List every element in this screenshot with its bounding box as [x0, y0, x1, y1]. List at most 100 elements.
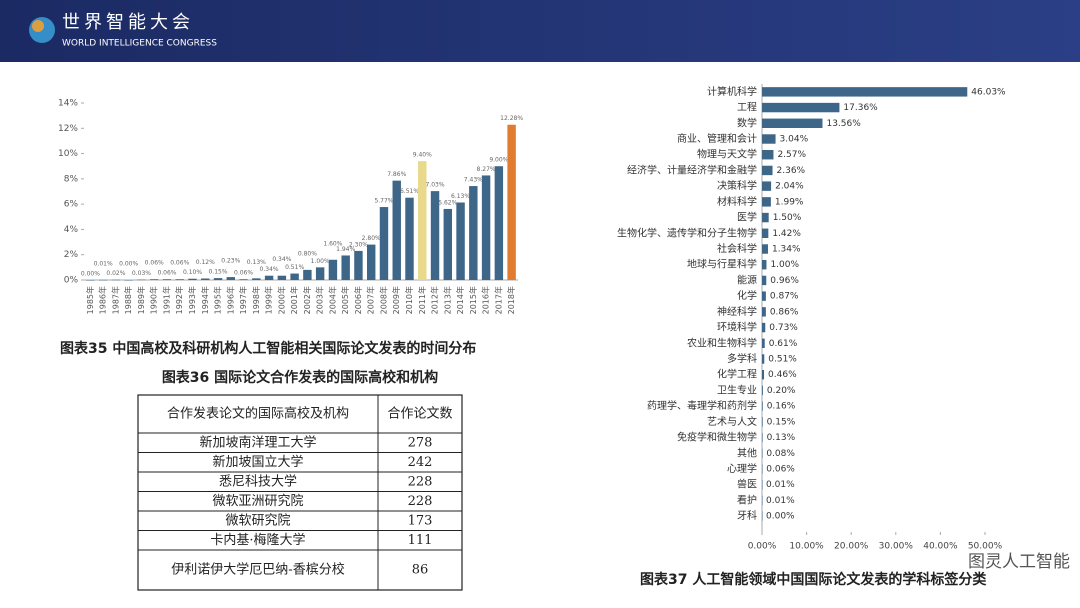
value-label: 7.86% — [387, 171, 406, 178]
table-border — [137, 394, 463, 591]
bar — [762, 150, 774, 160]
bar — [354, 250, 363, 280]
value-label: 0.86% — [770, 307, 799, 317]
bar — [162, 279, 172, 280]
bar — [762, 417, 763, 427]
value-label: 1.94% — [336, 246, 355, 253]
bar — [762, 212, 769, 223]
category-label: 环境科学 — [717, 321, 757, 334]
x-tick-label: 2010年 — [404, 286, 414, 314]
bar — [443, 208, 453, 280]
value-label: 0.12% — [196, 259, 215, 266]
x-tick-label: 2000年 — [276, 286, 286, 314]
bar — [124, 280, 133, 281]
category-label: 牙科 — [737, 509, 757, 522]
y-tick-label: 8% — [64, 174, 79, 184]
value-label: 0.06% — [157, 270, 176, 277]
value-label: 2.04% — [775, 182, 804, 192]
value-label: 1.00% — [311, 258, 330, 265]
category-label: 心理学 — [727, 462, 757, 475]
value-label: 0.10% — [183, 269, 202, 276]
bar — [86, 280, 95, 281]
value-label: 2.30% — [349, 241, 368, 248]
bar — [201, 278, 210, 280]
value-label: 0.13% — [767, 433, 796, 443]
category-label: 数学 — [737, 116, 757, 129]
bar — [341, 255, 350, 280]
x-tick-label: 1998年 — [251, 286, 261, 314]
table-cell: 242 — [408, 455, 433, 470]
category-label: 医学 — [737, 211, 757, 224]
chart-title: 图表37 人工智能领域中国国际论文发表的学科标签分类 — [640, 571, 987, 588]
bar — [762, 134, 776, 144]
bar — [137, 279, 146, 281]
value-label: 0.00% — [766, 512, 795, 522]
bar — [392, 180, 401, 280]
bar — [430, 191, 440, 280]
category-label: 卫生专业 — [717, 383, 757, 396]
bar — [252, 278, 261, 280]
table-header: 合作论文数 — [387, 407, 452, 422]
y-tick-label: 6% — [64, 200, 79, 210]
bar — [762, 244, 768, 254]
bar — [315, 267, 325, 280]
bar — [762, 401, 763, 411]
table-cell: 新加坡南洋理工大学 — [199, 434, 316, 450]
y-tick-label: 4% — [64, 225, 79, 235]
value-label: 0.51% — [768, 355, 797, 365]
value-label: 7.03% — [425, 182, 444, 189]
x-tick-label: 2016年 — [481, 286, 491, 314]
value-label: 0.06% — [766, 465, 795, 475]
header-title: 世界智能大会 — [62, 12, 194, 33]
value-label: 1.60% — [323, 240, 342, 247]
value-label: 1.50% — [773, 213, 802, 223]
value-label: 0.03% — [132, 270, 151, 277]
x-tick-label: 2001年 — [289, 286, 299, 314]
x-tick-label: 2004年 — [327, 286, 337, 314]
bar — [762, 464, 763, 474]
value-label: 6.13% — [451, 193, 470, 200]
x-tick-label: 2005年 — [340, 286, 350, 314]
bar — [366, 244, 376, 280]
bar — [149, 279, 159, 280]
bar — [469, 186, 478, 280]
table-cell: 微软研究院 — [225, 513, 290, 528]
bar — [762, 165, 773, 176]
table-cell: 伊利诺伊大学厄巴纳-香槟分校 — [171, 562, 344, 578]
x-tick-label: 2011年 — [417, 286, 427, 314]
bar — [762, 495, 763, 506]
value-label: 1.99% — [775, 197, 804, 207]
bar — [456, 202, 465, 280]
category-label: 农业和生物科学 — [687, 336, 757, 349]
bar — [175, 279, 184, 280]
category-label: 其他 — [737, 446, 757, 459]
x-tick-label: 2003年 — [315, 286, 325, 314]
category-label: 药理学、毒理学和药剂学 — [647, 399, 757, 412]
bar — [111, 279, 121, 281]
watermark: 图灵人工智能 — [968, 552, 1070, 572]
value-label: 7.43% — [464, 177, 483, 184]
bar — [762, 118, 823, 128]
category-label: 能源 — [737, 273, 757, 286]
bar — [762, 291, 766, 301]
category-label: 生物化学、遗传学和分子生物学 — [617, 226, 757, 239]
table-cell: 微软亚洲研究院 — [212, 494, 303, 509]
value-label: 9.40% — [413, 152, 432, 159]
bar — [762, 87, 968, 97]
y-tick-label: 10% — [58, 149, 78, 159]
bar — [762, 197, 771, 207]
bar — [762, 322, 766, 333]
value-label: 0.34% — [272, 256, 291, 263]
bar — [226, 277, 236, 280]
x-tick-label: 1986年 — [98, 286, 108, 314]
bar — [762, 511, 763, 521]
x-tick-label: 2009年 — [391, 286, 401, 314]
bar — [481, 175, 491, 280]
value-label: 0.16% — [767, 402, 796, 412]
x-tick-label: 20.00% — [834, 542, 869, 552]
x-tick-label: 1985年 — [85, 286, 95, 314]
value-label: 12.28% — [500, 115, 523, 122]
value-label: 0.46% — [768, 370, 797, 380]
x-tick-label: 1994年 — [200, 286, 210, 314]
